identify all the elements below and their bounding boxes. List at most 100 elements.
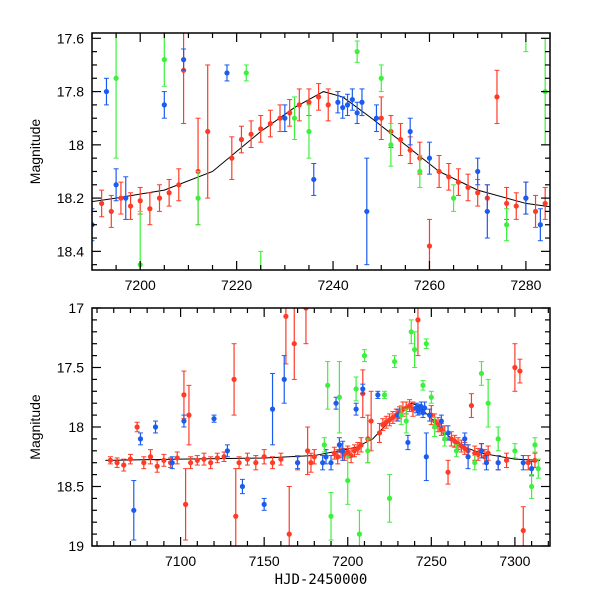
data-point-green xyxy=(161,33,167,87)
marker xyxy=(495,436,501,442)
marker xyxy=(532,442,538,448)
marker xyxy=(359,99,365,105)
data-point-green xyxy=(535,458,541,479)
data-point-green xyxy=(378,64,384,93)
marker xyxy=(282,115,288,121)
marker xyxy=(361,353,368,359)
marker xyxy=(147,454,154,460)
marker xyxy=(229,155,235,161)
marker xyxy=(398,412,404,418)
data-point-red xyxy=(127,453,134,465)
marker xyxy=(291,115,298,121)
marker xyxy=(465,184,471,191)
x-tick-label: 7260 xyxy=(414,277,445,293)
marker xyxy=(485,400,491,406)
marker xyxy=(99,200,105,207)
data-point-green xyxy=(113,33,119,159)
data-point-green xyxy=(504,208,510,242)
data-point-red xyxy=(127,192,134,220)
marker xyxy=(348,452,354,459)
data-point-green xyxy=(572,145,577,198)
data-point-red xyxy=(41,195,46,227)
data-point-blue xyxy=(65,209,70,241)
data-point-red xyxy=(513,192,519,220)
marker xyxy=(365,448,371,454)
data-point-red xyxy=(596,203,600,235)
marker xyxy=(364,208,370,215)
marker xyxy=(107,457,113,463)
marker xyxy=(194,457,200,463)
marker xyxy=(181,57,187,63)
marker xyxy=(161,57,167,63)
marker xyxy=(186,412,192,418)
marker xyxy=(427,412,433,418)
marker xyxy=(152,424,159,430)
marker xyxy=(325,382,331,388)
data-point-green xyxy=(412,331,418,368)
marker xyxy=(278,456,284,462)
data-point-red xyxy=(315,83,322,111)
marker xyxy=(208,460,214,466)
marker xyxy=(267,120,273,127)
marker xyxy=(291,341,297,347)
marker xyxy=(397,136,404,143)
marker xyxy=(244,456,251,462)
data-point-red xyxy=(141,456,147,470)
marker xyxy=(108,208,114,215)
data-point-red xyxy=(351,444,358,458)
marker xyxy=(378,115,384,121)
data-point-green xyxy=(420,380,426,391)
data-point-green xyxy=(171,331,176,438)
marker xyxy=(261,454,267,460)
data-point-blue xyxy=(328,455,334,471)
data-point-blue xyxy=(344,93,351,117)
data-point-green xyxy=(417,154,423,188)
data-point-blue xyxy=(294,456,301,470)
marker xyxy=(345,449,351,455)
marker xyxy=(472,460,478,466)
data-point-green xyxy=(381,390,388,399)
data-point-red xyxy=(108,194,114,228)
marker xyxy=(75,209,80,214)
marker xyxy=(442,436,448,442)
marker xyxy=(412,347,418,353)
x-tick-label: 7240 xyxy=(317,277,348,293)
x-tick-label: 7280 xyxy=(510,277,541,293)
marker xyxy=(273,0,278,1)
marker xyxy=(325,102,331,108)
marker xyxy=(423,341,429,347)
data-point-red xyxy=(532,452,538,468)
data-point-green xyxy=(306,104,312,159)
data-point-green xyxy=(529,474,535,499)
data-point-red xyxy=(253,455,259,471)
data-point-green xyxy=(485,378,491,428)
marker xyxy=(475,190,481,196)
marker xyxy=(176,182,182,188)
data-point-red xyxy=(244,452,251,466)
data-point-blue xyxy=(340,96,346,119)
marker xyxy=(422,405,428,411)
marker xyxy=(417,168,423,175)
marker xyxy=(529,483,535,490)
data-point-blue xyxy=(282,104,288,133)
marker xyxy=(340,104,346,111)
data-point-blue xyxy=(152,420,159,434)
marker xyxy=(376,430,383,436)
data-point-blue xyxy=(239,478,246,495)
series-red xyxy=(107,308,538,546)
marker xyxy=(134,424,140,430)
data-point-green xyxy=(450,184,457,212)
data-point-red xyxy=(134,421,140,433)
marker xyxy=(335,99,341,105)
data-point-red xyxy=(345,445,351,459)
marker xyxy=(224,70,230,76)
marker xyxy=(181,418,187,424)
data-point-red xyxy=(542,186,548,220)
marker xyxy=(523,22,528,27)
marker xyxy=(231,376,237,382)
marker xyxy=(407,128,413,135)
data-point-red xyxy=(236,456,242,470)
data-point-blue xyxy=(405,434,411,451)
marker xyxy=(373,115,380,121)
y-tick-label: 17.6 xyxy=(57,30,84,46)
